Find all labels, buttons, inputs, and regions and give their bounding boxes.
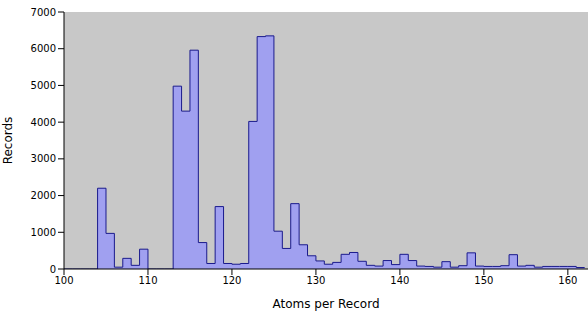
svg-text:110: 110 xyxy=(138,275,157,286)
svg-text:3000: 3000 xyxy=(31,153,56,164)
svg-text:130: 130 xyxy=(306,275,325,286)
svg-text:4000: 4000 xyxy=(31,117,56,128)
svg-text:100: 100 xyxy=(54,275,73,286)
svg-text:160: 160 xyxy=(558,275,577,286)
svg-text:Atoms per Record: Atoms per Record xyxy=(272,297,379,311)
svg-text:150: 150 xyxy=(474,275,493,286)
svg-text:1000: 1000 xyxy=(31,227,56,238)
svg-text:5000: 5000 xyxy=(31,80,56,91)
svg-text:7000: 7000 xyxy=(31,7,56,18)
svg-text:6000: 6000 xyxy=(31,43,56,54)
svg-text:0: 0 xyxy=(50,264,56,275)
svg-text:Records: Records xyxy=(8,117,15,165)
svg-text:2000: 2000 xyxy=(31,190,56,201)
svg-text:140: 140 xyxy=(390,275,409,286)
svg-text:120: 120 xyxy=(222,275,241,286)
